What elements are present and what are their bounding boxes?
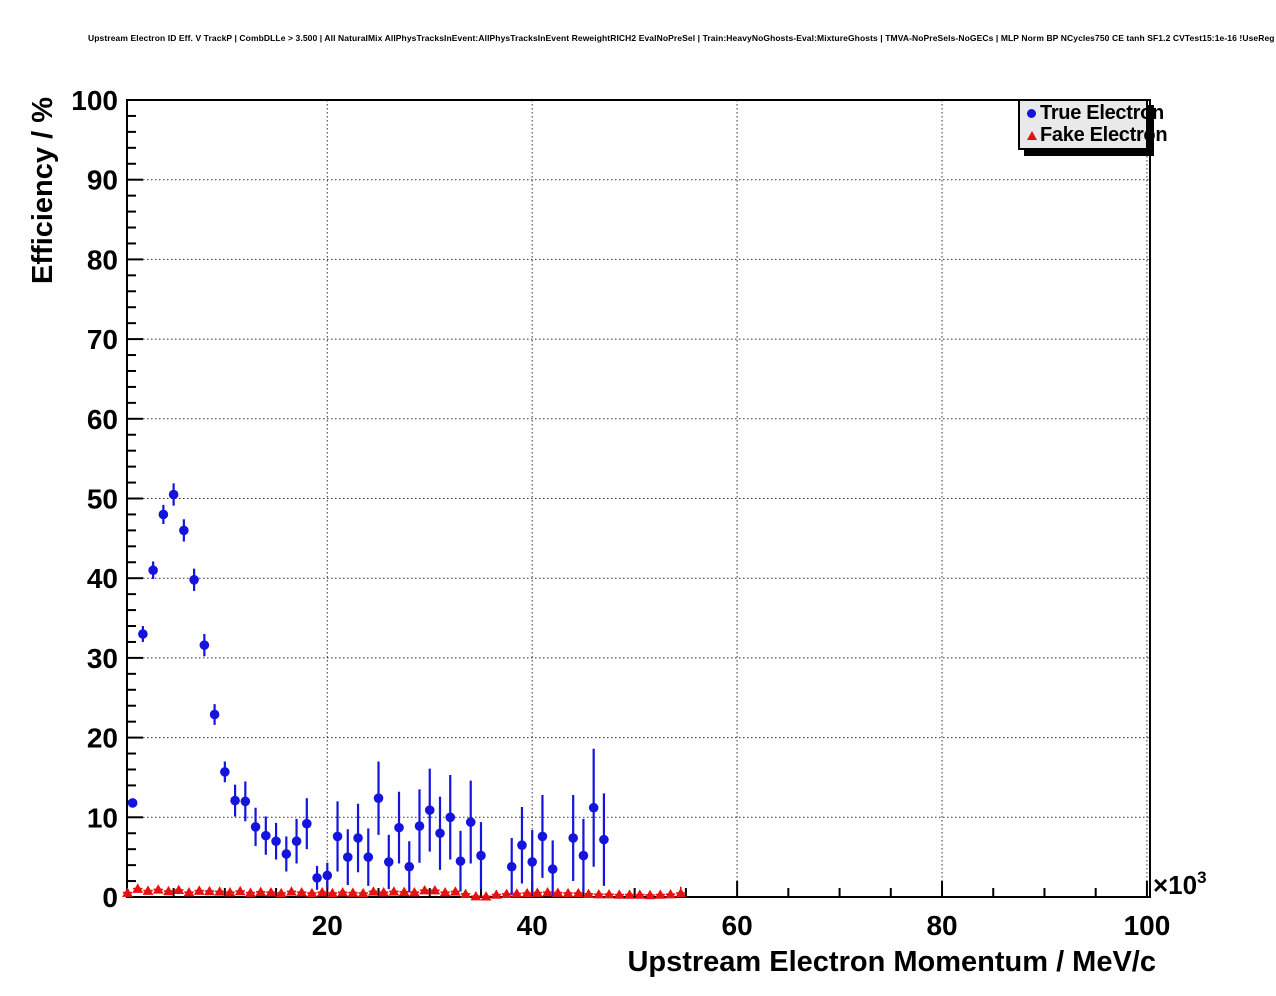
legend-entry-true-electron: True Electron [1023, 102, 1164, 124]
x-axis-exponent: ×103 [1153, 868, 1207, 900]
x-axis-title: Upstream Electron Momentum / MeV/c [627, 946, 1156, 978]
plot-title: Upstream Electron ID Eff. V TrackP | Com… [88, 33, 1275, 43]
svg-text:50: 50 [87, 484, 118, 515]
svg-text:90: 90 [87, 165, 118, 196]
svg-text:20: 20 [312, 910, 343, 941]
true-electron-circle-icon [1023, 108, 1040, 118]
svg-text:70: 70 [87, 324, 118, 355]
svg-text:20: 20 [87, 723, 118, 754]
chart-layer: 0 10 20 30 40 50 60 70 80 90 100 20 40 60 80 100 [71, 85, 1170, 941]
svg-text:60: 60 [722, 910, 753, 941]
svg-text:60: 60 [87, 404, 118, 435]
svg-text:80: 80 [926, 910, 957, 941]
legend-label-true-electron: True Electron [1040, 101, 1164, 124]
svg-text:30: 30 [87, 643, 118, 674]
svg-text:40: 40 [517, 910, 548, 941]
svg-text:10: 10 [87, 802, 118, 833]
legend-label-fake-electron: Fake Electron [1040, 124, 1168, 147]
legend-entry-fake-electron: Fake Electron [1023, 124, 1168, 147]
svg-text:0: 0 [102, 882, 118, 913]
svg-text:100: 100 [1124, 910, 1171, 941]
fake-electron-triangle-icon [1023, 131, 1040, 141]
y-axis-title: Efficiency / % [27, 97, 59, 284]
svg-text:80: 80 [87, 244, 118, 275]
svg-text:100: 100 [71, 85, 118, 116]
legend: True Electron Fake Electron [1018, 99, 1168, 150]
svg-text:40: 40 [87, 563, 118, 594]
